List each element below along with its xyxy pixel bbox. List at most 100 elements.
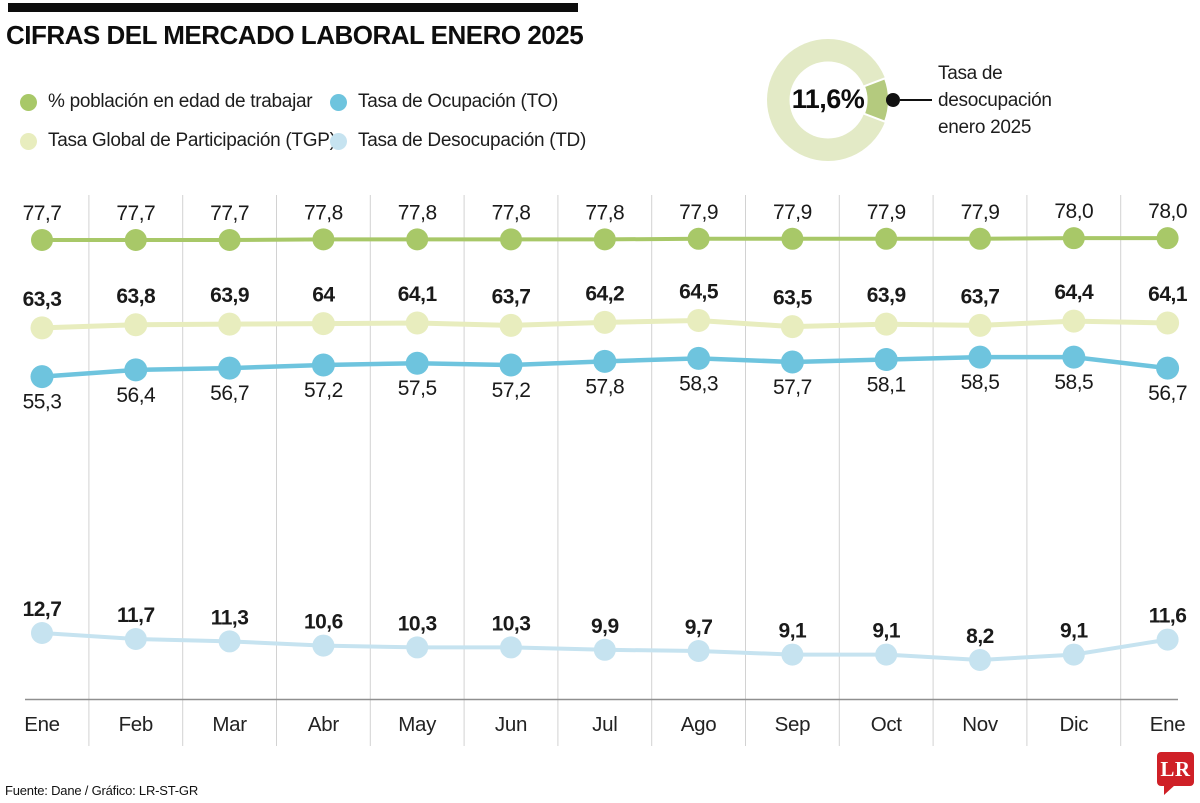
- data-point: [499, 313, 523, 337]
- data-point: [312, 634, 335, 657]
- data-point: [874, 348, 898, 372]
- data-label: 55,3: [23, 391, 62, 414]
- data-point: [781, 227, 804, 250]
- x-axis-label: Ago: [681, 713, 717, 736]
- data-point: [124, 358, 148, 382]
- data-label: 77,7: [116, 202, 155, 225]
- x-axis-label: Ene: [1150, 713, 1186, 736]
- data-point: [687, 227, 710, 250]
- series-1: 77,7 77,7 77,7 77,8 77,8 77,8 77,8 77,9 77,9 77,9…: [23, 200, 1188, 251]
- data-point: [124, 313, 148, 337]
- data-label: 58,1: [867, 374, 906, 397]
- data-label: 57,2: [492, 379, 531, 402]
- data-label: 77,8: [398, 201, 437, 224]
- data-point: [218, 229, 241, 251]
- annotation-line-2: desocupación: [938, 90, 1052, 111]
- donut-hole: [789, 61, 867, 139]
- data-point: [1062, 309, 1086, 333]
- data-label: 11,6: [1149, 605, 1187, 628]
- legend-label: Tasa de Desocupación (TD): [358, 130, 586, 151]
- x-axis-label: Ene: [24, 713, 60, 736]
- data-label: 56,7: [1148, 382, 1187, 405]
- data-point: [875, 643, 898, 666]
- data-point: [687, 346, 711, 370]
- data-point: [500, 228, 522, 251]
- lr-logo-text: LR: [1160, 756, 1191, 781]
- footer-source: Fuente: Dane / Gráfico: LR-ST-GR: [5, 783, 199, 798]
- data-label: 77,7: [210, 202, 249, 225]
- data-point: [500, 636, 522, 659]
- data-point: [687, 640, 710, 662]
- data-point: [1156, 227, 1179, 250]
- data-label: 56,4: [116, 384, 156, 407]
- series-2: 63,3 63,8 63,9 64 64,1 63,7 64,2 64,5 63,5 63,9 63…: [23, 281, 1188, 340]
- data-label: 78,0: [1054, 200, 1093, 223]
- data-point: [1156, 311, 1180, 335]
- data-label: 63,5: [773, 287, 813, 310]
- series-4: 12,7 11,7 11,3 10,6 10,3 10,3 9,9 9,7 9,1 9,1 8,2 9…: [23, 598, 1187, 671]
- data-label: 64,1: [1148, 283, 1188, 306]
- legend-dot-icon: [330, 132, 347, 150]
- data-label: 8,2: [966, 625, 994, 648]
- legend-label: Tasa de Ocupación (TO): [358, 91, 559, 112]
- data-point: [31, 229, 53, 251]
- data-label: 57,8: [585, 375, 624, 398]
- title-accent-bar: [8, 3, 578, 12]
- x-axis-label: May: [398, 713, 437, 736]
- data-label: 77,8: [585, 201, 624, 224]
- legend-dot-icon: [330, 93, 347, 111]
- data-label: 77,8: [304, 201, 343, 224]
- series-3: 55,3 56,4 56,7 57,2 57,5 57,2 57,8 58,3 57,7 58,1…: [23, 345, 1188, 414]
- unemployment-donut-chart: [767, 39, 932, 161]
- data-label: 77,9: [961, 201, 1000, 224]
- legend-label: Tasa Global de Participación (TGP): [48, 130, 336, 151]
- data-label: 64,2: [585, 282, 624, 305]
- data-label: 64: [312, 284, 335, 307]
- legend-item-pet: % población en edad de trabajar: [20, 91, 313, 113]
- data-label: 10,3: [398, 612, 437, 635]
- data-label: 63,9: [210, 284, 249, 307]
- data-label: 63,7: [961, 285, 1000, 308]
- data-point: [1062, 643, 1085, 666]
- annotation-line-3: enero 2025: [938, 117, 1032, 138]
- lr-logo: LR: [1157, 752, 1194, 795]
- x-axis-label: Sep: [775, 713, 811, 736]
- annotation-line-1: Tasa de: [938, 63, 1003, 84]
- x-axis-label: Mar: [212, 713, 247, 736]
- data-point: [969, 649, 991, 671]
- data-point: [968, 313, 992, 337]
- data-label: 77,8: [492, 201, 531, 224]
- data-point: [218, 356, 242, 380]
- data-point: [593, 638, 616, 661]
- data-label: 58,3: [679, 372, 718, 395]
- data-point: [218, 312, 242, 336]
- data-label: 57,7: [773, 376, 812, 399]
- data-point: [30, 365, 54, 389]
- data-point: [406, 228, 429, 251]
- data-point: [218, 630, 241, 653]
- legend-item-td: Tasa de Desocupación (TD): [330, 130, 586, 152]
- data-point: [311, 353, 335, 377]
- data-label: 12,7: [23, 598, 62, 621]
- data-label: 77,9: [679, 201, 718, 224]
- data-point: [1062, 345, 1086, 369]
- annotation-dot-icon: [886, 93, 900, 107]
- lr-logo-tail: [1164, 785, 1175, 795]
- legend-dot-icon: [20, 93, 37, 111]
- data-label: 77,9: [867, 201, 906, 224]
- data-point: [499, 353, 523, 377]
- x-axis-label: Feb: [119, 713, 153, 736]
- data-point: [124, 229, 147, 251]
- data-point: [124, 628, 147, 650]
- data-label: 9,1: [779, 620, 808, 643]
- data-point: [312, 228, 335, 251]
- data-label: 10,3: [492, 612, 531, 635]
- data-point: [405, 311, 429, 335]
- donut-slice: [862, 76, 890, 124]
- x-axis-label: Dic: [1059, 713, 1088, 736]
- data-label: 9,9: [591, 615, 619, 638]
- data-label: 63,9: [867, 284, 906, 307]
- x-axis-label: Jul: [592, 713, 617, 736]
